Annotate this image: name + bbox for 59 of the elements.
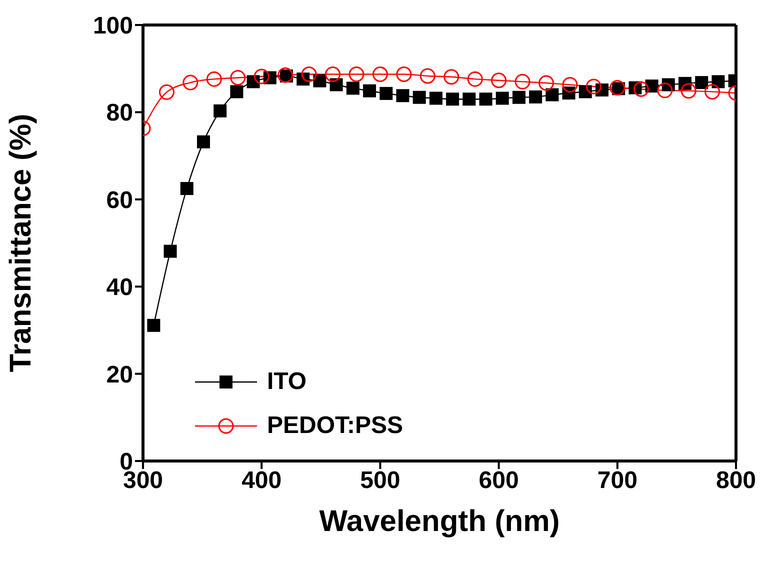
point: [446, 92, 460, 106]
point: [330, 78, 343, 92]
y-tick-label: 40: [106, 274, 133, 302]
x-tick-label: 500: [360, 467, 400, 494]
x-axis-title: Wavelength (nm): [319, 505, 560, 538]
point: [514, 74, 530, 90]
point: [196, 135, 210, 148]
legend-label: ITO: [267, 368, 307, 396]
point: [180, 182, 194, 195]
point: [348, 66, 364, 82]
point: [586, 78, 602, 94]
point: [529, 90, 542, 104]
point: [462, 92, 476, 106]
point: [158, 84, 174, 100]
point: [546, 88, 559, 102]
point: [657, 82, 673, 98]
point: [363, 84, 376, 98]
point: [206, 71, 222, 87]
point: [491, 72, 507, 88]
point: [444, 69, 460, 85]
point: [467, 71, 483, 87]
y-tick-label: 100: [92, 12, 133, 40]
point: [313, 74, 326, 88]
point: [230, 70, 246, 86]
y-tick-label: 20: [106, 361, 133, 388]
point: [420, 68, 436, 84]
y-tick-label: 80: [106, 100, 133, 127]
y-axis-title: Transmittance (%): [4, 114, 38, 372]
point: [147, 318, 160, 332]
point: [704, 84, 720, 100]
point: [164, 244, 177, 258]
y-tick-label: 60: [106, 186, 133, 214]
point: [301, 66, 317, 82]
point: [182, 74, 198, 90]
point: [479, 92, 492, 106]
point: [396, 66, 412, 82]
point: [562, 76, 578, 92]
point: [380, 86, 393, 100]
point: [429, 92, 442, 105]
legend-label: PEDOT:PSS: [267, 412, 404, 440]
point: [633, 81, 649, 97]
point: [496, 92, 509, 105]
point: [712, 75, 725, 88]
point: [230, 85, 244, 98]
x-tick-label: 400: [242, 467, 282, 494]
point: [695, 76, 708, 90]
x-tick-label: 800: [716, 467, 756, 494]
point: [346, 82, 360, 95]
point: [214, 104, 227, 118]
point: [396, 89, 410, 102]
point: [325, 66, 341, 82]
point: [372, 66, 388, 82]
point: [512, 90, 526, 104]
point: [254, 68, 270, 84]
point: [680, 83, 696, 99]
point: [412, 90, 426, 104]
x-tick-label: 700: [597, 467, 638, 494]
point: [538, 75, 554, 91]
x-tick-label: 600: [478, 467, 519, 494]
